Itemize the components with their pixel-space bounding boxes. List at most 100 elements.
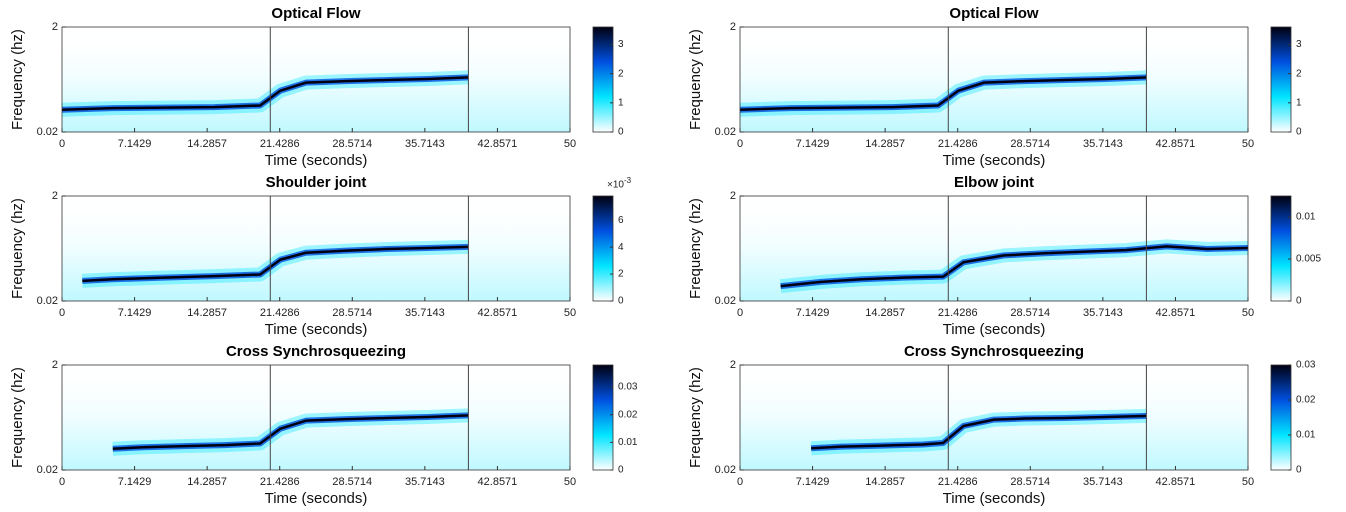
colorbar [1270,195,1292,302]
colorbar-multiplier: ×10 [607,180,624,191]
x-tick-label: 42.8571 [1156,307,1196,319]
colorbar-tick-label: 0.02 [618,409,638,420]
x-tick-label: 28.5714 [1010,476,1050,488]
x-tick-label: 7.1429 [796,307,830,319]
x-axis-label: Time (seconds) [265,152,368,169]
background-energy [62,196,570,301]
x-axis-label: Time (seconds) [943,152,1046,169]
colorbar-tick-label: 0 [618,296,624,307]
colorbar-exponent: -3 [624,176,632,185]
ridge [811,414,1147,450]
x-axis-label: Time (seconds) [943,321,1046,338]
colorbar-tick-label: 0 [1296,465,1302,476]
colorbar-tick-label: 0.03 [618,382,638,393]
x-tick-label: 35.7143 [405,307,445,319]
plot-frame [61,26,571,133]
x-tick-label: 35.7143 [405,138,445,150]
x-tick-label: 42.8571 [1156,138,1196,150]
x-tick-label: 0 [737,138,743,150]
chart-title: Optical Flow [949,5,1039,22]
colorbar-tick-label: 3 [1296,39,1302,50]
y-tick-label: 2 [52,21,58,33]
x-tick-label: 42.8571 [1156,476,1196,488]
y-tick-label: 0.02 [715,464,736,476]
colorbar-tick-label: 2 [618,68,624,79]
plot-frame [61,364,571,471]
y-axis-label: Frequency (hz) [9,367,26,468]
x-tick-label: 35.7143 [1083,476,1123,488]
y-tick-label: 0.02 [715,126,736,138]
x-tick-label: 7.1429 [796,476,830,488]
x-tick-label: 7.1429 [796,138,830,150]
x-tick-label: 35.7143 [1083,138,1123,150]
x-tick-label: 42.8571 [478,476,518,488]
colorbar [1270,364,1292,471]
ridge [739,76,1147,111]
y-tick-label: 0.02 [37,295,58,307]
y-tick-label: 2 [730,190,736,202]
colorbar-tick-label: 0 [1296,296,1302,307]
x-tick-label: 42.8571 [478,138,518,150]
x-tick-label: 50 [564,307,576,319]
ridge [780,245,1249,288]
y-axis-label: Frequency (hz) [687,367,704,468]
colorbar-tick-label: 4 [618,242,624,253]
colorbar-tick-label: 3 [618,39,624,50]
x-tick-label: 0 [59,476,65,488]
y-axis-label: Frequency (hz) [687,29,704,130]
x-tick-label: 7.1429 [118,307,152,319]
colorbar-tick-label: 0 [618,127,624,138]
ridge [82,245,469,283]
x-tick-label: 28.5714 [332,307,372,319]
colorbar-tick-label: 0 [618,465,624,476]
x-tick-label: 14.2857 [187,307,227,319]
ridge [61,76,469,111]
x-tick-label: 35.7143 [405,476,445,488]
y-axis-label: Frequency (hz) [9,29,26,130]
x-tick-label: 0 [59,138,65,150]
x-axis-label: Time (seconds) [265,490,368,507]
y-axis-label: Frequency (hz) [687,198,704,299]
x-tick-label: 42.8571 [478,307,518,319]
plot-frame [739,26,1249,133]
x-tick-label: 28.5714 [1010,138,1050,150]
colorbar-tick-label: 1 [1296,97,1302,108]
chart-title: Elbow joint [954,174,1034,191]
colorbar-tick-label: 2 [1296,68,1302,79]
colorbar-tick-label: 0.02 [1296,395,1316,406]
x-tick-label: 14.2857 [187,476,227,488]
y-tick-label: 0.02 [37,464,58,476]
y-tick-label: 2 [730,21,736,33]
x-tick-label: 28.5714 [332,138,372,150]
plot-frame [739,195,1249,302]
colorbar-tick-label: 0 [1296,127,1302,138]
chart-title: Cross Synchrosqueezing [226,343,406,360]
x-tick-label: 21.4286 [260,138,300,150]
x-tick-label: 50 [564,476,576,488]
chart-title: Cross Synchrosqueezing [904,343,1084,360]
colorbar-tick-label: 0.01 [1296,212,1316,223]
x-tick-label: 7.1429 [118,476,152,488]
x-tick-label: 50 [1242,138,1254,150]
x-tick-label: 21.4286 [260,307,300,319]
x-tick-label: 21.4286 [938,307,978,319]
x-tick-label: 7.1429 [118,138,152,150]
y-axis-label: Frequency (hz) [9,198,26,299]
colorbar-tick-label: 2 [618,269,624,280]
chart-title: Optical Flow [271,5,361,22]
x-tick-label: 21.4286 [260,476,300,488]
x-tick-label: 14.2857 [187,138,227,150]
x-tick-label: 28.5714 [1010,307,1050,319]
x-tick-label: 21.4286 [938,476,978,488]
chart-title: Shoulder joint [266,174,367,191]
x-tick-label: 0 [737,307,743,319]
x-tick-label: 50 [1242,307,1254,319]
colorbar-tick-label: 0.03 [1296,360,1316,371]
x-tick-label: 14.2857 [865,138,905,150]
colorbar [1270,26,1292,133]
x-tick-label: 0 [737,476,743,488]
colorbar [592,26,614,133]
ridge [112,414,469,451]
x-tick-label: 50 [1242,476,1254,488]
